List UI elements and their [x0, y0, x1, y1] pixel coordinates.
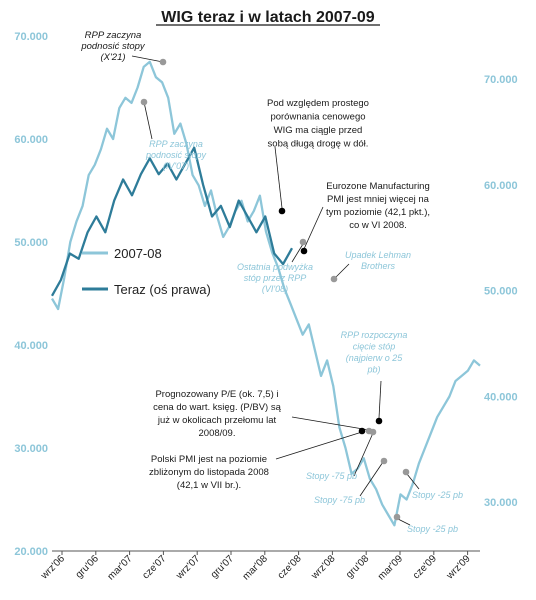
annotation-leader — [378, 380, 382, 419]
series-line-teraz — [50, 146, 294, 297]
annotation-text: Upadek Lehman Brothers — [345, 250, 411, 271]
annotation-leader — [303, 206, 324, 250]
series-line-2007-08 — [51, 60, 481, 527]
annotation-marker — [393, 513, 401, 521]
annotation-marker — [402, 468, 410, 476]
annotation-leader — [353, 432, 374, 477]
annotation-text: Eurozone Manufacturing PMI jest mniej wię… — [326, 181, 430, 231]
annotation-marker — [369, 428, 377, 436]
x-tick-label: cze'09 — [411, 553, 439, 581]
right-tick-label: 30.000 — [484, 497, 518, 509]
x-tick-label: wrz'08 — [309, 553, 338, 582]
annotation-marker — [140, 98, 148, 106]
annotation-text: Stopy -25 pb — [407, 524, 458, 534]
annotation-text: Stopy -25 pb — [412, 490, 463, 500]
annotation-leader — [291, 243, 304, 263]
annotation-text: Stopy -75 pb — [306, 471, 357, 481]
left-tick-label: 70.000 — [14, 31, 48, 43]
annotation-leader — [291, 416, 370, 431]
annotation-marker — [330, 275, 338, 283]
annotation-text: Pod względem prostego porównania cenowego… — [267, 98, 369, 150]
annotation-marker — [299, 238, 307, 246]
annotation-text: RPP zaczyna podnosić stopy (X'21) — [80, 30, 146, 63]
x-tick-label: wrz'09 — [444, 553, 473, 582]
x-tick-label: mar'07 — [106, 553, 135, 582]
legend-label-teraz: Teraz (oś prawa) — [114, 282, 211, 297]
x-tick-label: mar'09 — [376, 553, 405, 582]
x-tick-label: cze'07 — [141, 553, 169, 581]
x-tick-label: gru'08 — [344, 553, 372, 581]
right-tick-label: 50.000 — [484, 286, 518, 298]
annotation-leader — [359, 461, 384, 497]
annotation-text: RPP zaczyna podnosić stopy (IV'07) — [145, 139, 207, 171]
annotation-marker — [358, 427, 366, 435]
right-tick-label: 60.000 — [484, 180, 518, 192]
annotation-text: RPP rozpoczyna cięcie stóp (najpierw o 25 p… — [341, 330, 408, 375]
left-tick-label: 50.000 — [14, 237, 48, 249]
x-tick-label: gru'06 — [74, 553, 102, 581]
annotation-text: Prognozowany P/E (ok. 7,5) i cena do wart… — [153, 389, 281, 439]
annotation-leader — [274, 146, 283, 209]
annotation-text: Ostatnia podwyżka stóp przez RPP (VI'08) — [237, 262, 313, 294]
annotation-text: Polski PMI jest na poziomie zbliżonym do … — [149, 454, 269, 491]
chart-title: WIG teraz i w latach 2007-09 — [161, 9, 375, 26]
annotation-leader — [397, 518, 411, 526]
x-tick-label: wrz'07 — [174, 553, 203, 582]
left-tick-label: 60.000 — [14, 134, 48, 146]
annotation-marker — [380, 457, 388, 465]
left-tick-label: 40.000 — [14, 340, 48, 352]
annotation-leader — [275, 431, 363, 460]
left-tick-label: 30.000 — [14, 443, 48, 455]
x-tick-label: cze'08 — [276, 553, 304, 581]
annotation-text: Stopy -75 pb — [314, 495, 365, 505]
annotation-leader — [131, 55, 164, 63]
annotation-marker — [300, 247, 308, 255]
right-tick-label: 40.000 — [484, 391, 518, 403]
right-tick-label: 70.000 — [484, 74, 518, 86]
annotation-leader — [143, 101, 153, 140]
annotation-leader — [334, 263, 350, 279]
x-tick-label: mar'08 — [241, 553, 270, 582]
annotation-marker — [159, 58, 167, 66]
left-tick-label: 20.000 — [14, 546, 48, 558]
annotation-marker — [375, 417, 383, 425]
x-tick-label: gru'07 — [209, 553, 237, 581]
annotation-leader — [406, 473, 420, 490]
annotation-marker — [278, 207, 286, 215]
legend-label-2007-08: 2007-08 — [114, 246, 162, 261]
